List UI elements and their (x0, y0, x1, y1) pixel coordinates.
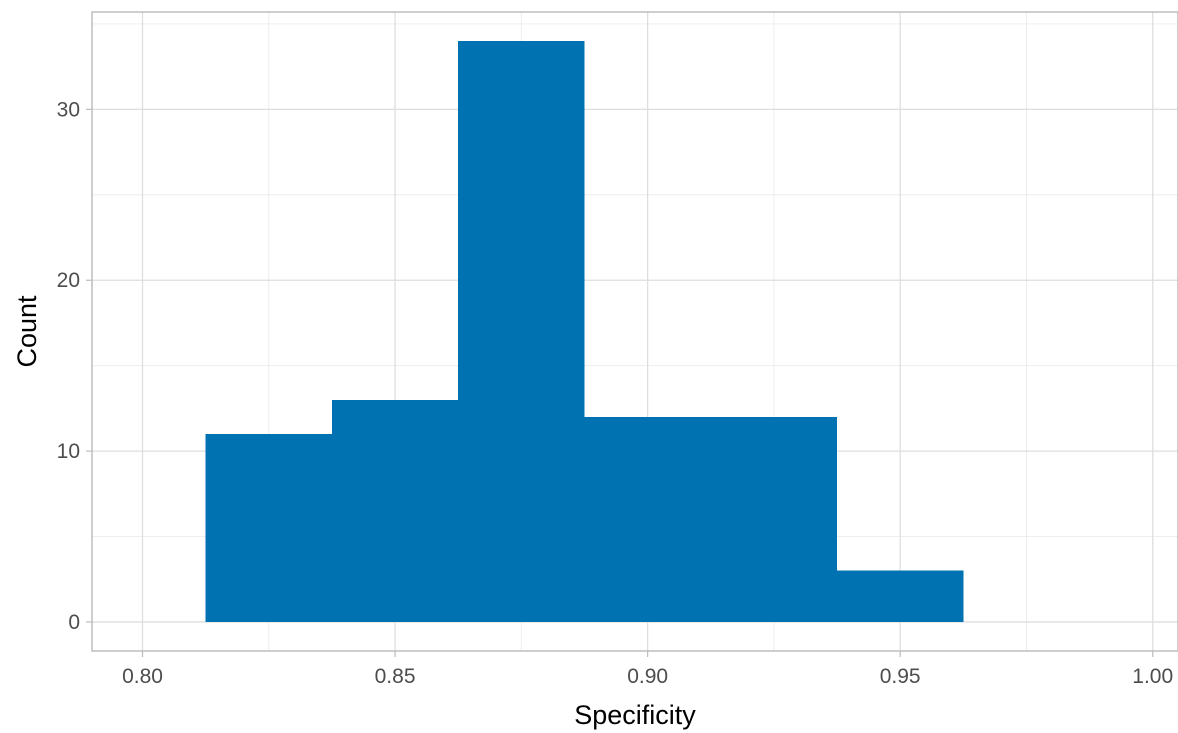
x-tick-label: 0.80 (122, 665, 163, 688)
y-tick-label: 10 (57, 440, 80, 463)
y-axis-title: Count (12, 295, 42, 368)
x-tick-label: 0.90 (627, 665, 668, 688)
x-tick-label: 0.85 (375, 665, 416, 688)
histogram-bar-5 (710, 416, 838, 622)
panel-border (91, 11, 1178, 652)
histogram-bar-3 (458, 41, 585, 622)
histogram-bar-6 (837, 570, 964, 622)
y-axis-ticks: 0 10 20 30 (57, 98, 92, 634)
y-tick-label: 20 (57, 269, 80, 292)
x-tick-label: 1.00 (1132, 665, 1173, 688)
x-axis-ticks: 0.80 0.85 0.90 0.95 1.00 (122, 651, 1173, 688)
x-axis-title: Specificity (574, 700, 696, 730)
y-tick-label: 30 (57, 98, 80, 121)
y-tick-label: 0 (68, 611, 80, 634)
histogram-bar-2 (331, 399, 459, 622)
x-tick-label: 0.95 (880, 665, 921, 688)
histogram-bar-1 (205, 434, 332, 622)
histogram-bar-4 (584, 416, 711, 622)
histogram-bars (205, 41, 964, 622)
